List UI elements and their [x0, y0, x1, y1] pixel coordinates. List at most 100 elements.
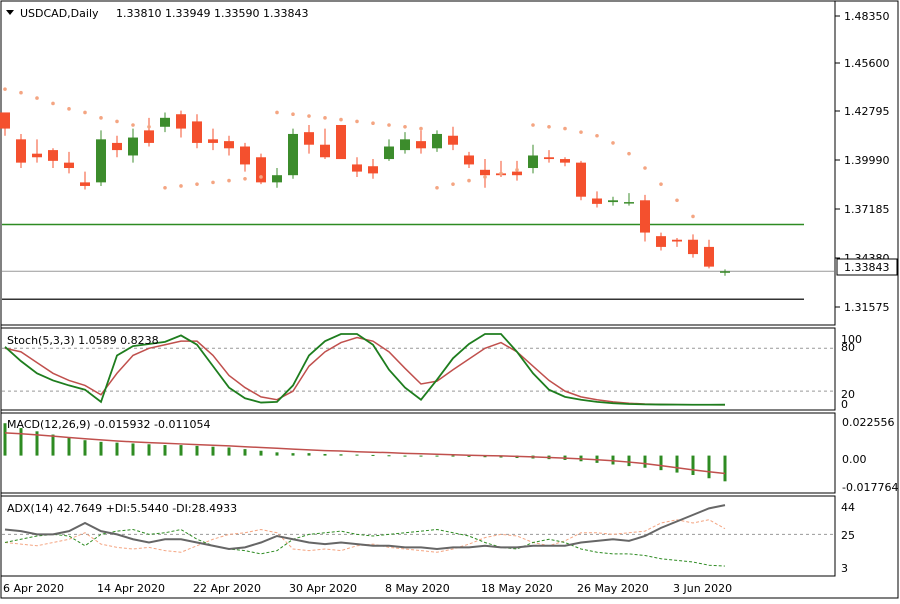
macd-histogram-bar: [627, 455, 631, 467]
macd-histogram-bar: [323, 453, 327, 456]
candle-body: [560, 159, 570, 163]
sar-dot: [131, 123, 135, 127]
macd-histogram-bar: [163, 445, 167, 456]
sar-dot: [147, 124, 151, 129]
macd-histogram-bar: [19, 428, 23, 456]
sar-dot: [467, 178, 471, 183]
macd-histogram-bar: [131, 443, 135, 456]
macd-histogram-bar: [227, 447, 231, 456]
sar-dot: [451, 182, 455, 186]
current-price-box: [836, 258, 898, 276]
candle-body: [688, 239, 698, 255]
sar-dot: [163, 185, 167, 190]
sar-dot: [115, 119, 119, 124]
adx-label: ADX(14) 42.7649 +DI:5.5440 -DI:28.4933: [7, 502, 237, 515]
sar-dot: [691, 214, 695, 219]
adx-tick: 25: [841, 529, 855, 542]
price-panel[interactable]: [0, 0, 836, 326]
candle-body: [160, 117, 170, 127]
candle-body: [432, 133, 442, 149]
dropdown-triangle-icon[interactable]: [6, 10, 14, 15]
sar-dot: [419, 126, 423, 131]
minus-di-line: [4, 519, 726, 553]
macd-histogram-bar: [371, 454, 375, 456]
candle-body: [144, 130, 154, 143]
candle-body: [288, 133, 298, 176]
sar-dot: [435, 185, 439, 190]
time-label: 30 Apr 2020: [289, 582, 357, 595]
plus-di-line: [4, 528, 726, 567]
candle-body: [448, 135, 458, 145]
macd-histogram-bar: [707, 455, 711, 479]
sar-dot: [563, 126, 567, 131]
sar-dot: [99, 116, 103, 120]
time-axis: 6 Apr 2020 14 Apr 2020 22 Apr 2020 30 Ap…: [3, 582, 732, 595]
sar-dot: [675, 198, 679, 203]
candle-body: [384, 146, 394, 160]
sar-dot: [659, 182, 663, 186]
macd-histogram-bar: [355, 454, 359, 456]
current-price-label: 1.33843: [844, 261, 890, 274]
macd-histogram-bar: [451, 455, 455, 457]
candle-body: [256, 157, 266, 183]
macd-histogram-bar: [83, 440, 87, 456]
macd-label: MACD(12,26,9) -0.015932 -0.011054: [7, 418, 210, 431]
sar-dot: [531, 123, 535, 127]
sar-dot: [515, 168, 519, 172]
sar-dot: [387, 123, 391, 127]
macd-tick: -0.017764: [842, 481, 898, 494]
sar-dot: [323, 116, 327, 120]
sar-dot: [259, 175, 263, 179]
price-tick: 1.37185: [844, 203, 890, 216]
stoch-panel[interactable]: [0, 327, 836, 411]
macd-histogram-bar: [339, 454, 343, 456]
stoch-main-line: [4, 333, 726, 406]
sar-dot: [3, 87, 7, 91]
macd-histogram-bar: [275, 452, 279, 456]
time-label: 6 Apr 2020: [3, 582, 64, 595]
macd-histogram-bar: [179, 445, 183, 456]
sar-dot: [67, 107, 71, 111]
sar-dot: [179, 184, 183, 188]
candle-body: [48, 150, 58, 161]
candle-body: [304, 132, 314, 145]
candle-body: [224, 141, 234, 149]
adx-panel[interactable]: [0, 495, 836, 577]
candle-body: [208, 139, 218, 143]
price-tick: 1.42795: [844, 105, 890, 118]
macd-histogram-bar: [243, 449, 247, 456]
candle-body: [80, 182, 90, 186]
macd-histogram-bar: [419, 455, 423, 457]
sar-dot: [227, 178, 231, 183]
candle-body: [96, 139, 106, 183]
macd-histogram-bar: [435, 455, 439, 457]
macd-histogram-bar: [467, 455, 471, 457]
macd-histogram-bar: [195, 445, 199, 456]
candle-body: [368, 166, 378, 174]
adx-tick: 44: [841, 501, 855, 514]
sar-dot: [35, 96, 39, 100]
adx-line: [4, 504, 726, 551]
symbol-label: USDCAD,Daily: [20, 7, 99, 20]
candle-body: [32, 153, 42, 158]
sar-dot: [19, 90, 23, 95]
stoch-tick: 100: [841, 333, 862, 346]
time-label: 18 May 2020: [481, 582, 553, 595]
sar-dot: [211, 180, 215, 185]
macd-histogram-bar: [99, 441, 103, 456]
macd-histogram-bar: [115, 442, 119, 456]
sar-dot: [643, 166, 647, 170]
stoch-tick: 20: [841, 388, 855, 401]
stoch-label: Stoch(5,3,3) 1.0589 0.8238: [7, 334, 159, 347]
candle-body: [240, 146, 250, 165]
sar-dot: [579, 130, 583, 134]
sar-dot: [307, 114, 311, 118]
candle-body: [352, 164, 362, 172]
macd-panel[interactable]: [0, 412, 836, 494]
candle-body: [592, 198, 602, 204]
macd-histogram-bar: [35, 431, 39, 456]
candle-body: [512, 171, 522, 176]
candle-body: [112, 142, 122, 151]
